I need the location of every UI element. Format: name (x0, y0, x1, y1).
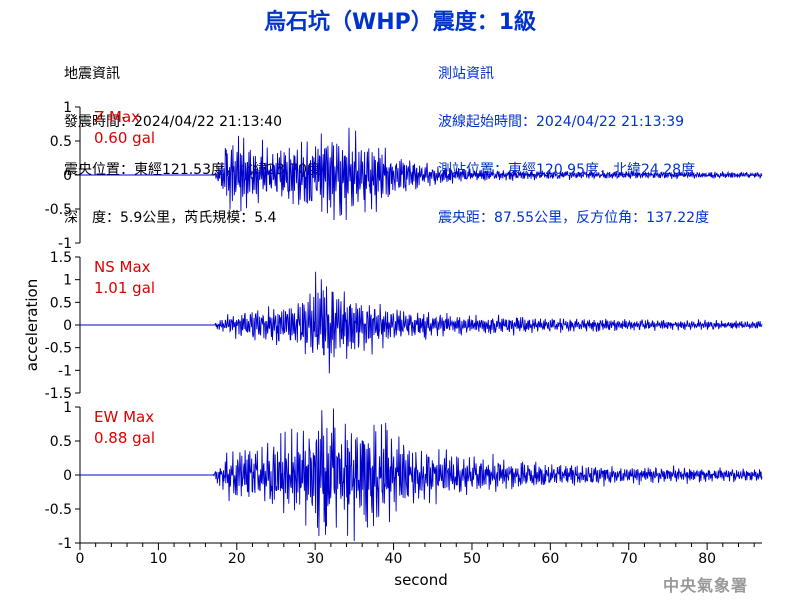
y-tick-label-Z: -0.5 (45, 202, 72, 218)
y-tick-label-EW: 0 (63, 468, 72, 484)
y-tick-label-NS: -1 (58, 363, 72, 379)
y-tick-label-EW: 0.5 (50, 434, 72, 450)
ew-max-value: 0.88 gal (94, 429, 156, 447)
y-tick-label-Z: -1 (58, 236, 72, 252)
station-info-header: 測站資訊 (438, 66, 494, 82)
wave-start-time: 波線起始時間：2024/04/22 21:13:39 (438, 114, 685, 130)
y-tick-label-EW: -0.5 (45, 502, 72, 518)
ns-max-title: NS Max (94, 258, 151, 276)
z-max-title: Z Max (94, 108, 141, 126)
z-max-label: Z Max 0.60 gal (94, 107, 155, 149)
x-tick-label: 40 (385, 551, 403, 567)
y-tick-label-EW: -1 (58, 536, 72, 552)
y-tick-label-NS: 1.5 (50, 250, 72, 266)
x-tick-label: 50 (463, 551, 481, 567)
depth-magnitude: 深 度：5.9公里，芮氏規模：5.4 (64, 210, 277, 226)
x-tick-label: 80 (698, 551, 716, 567)
trace-NS (80, 271, 763, 374)
origin-time: 發震時間：2024/04/22 21:13:40 (64, 114, 283, 130)
quake-info-header: 地震資訊 (64, 66, 120, 82)
ns-max-value: 1.01 gal (94, 279, 156, 297)
y-tick-label-Z: 1 (63, 100, 72, 116)
epicentral-distance: 震央距：87.55公里，反方位角：137.22度 (438, 210, 710, 226)
y-axis-label: acceleration (23, 278, 41, 372)
ns-max-label: NS Max 1.01 gal (94, 257, 155, 299)
x-tick-label: 70 (620, 551, 638, 567)
station-info-block: 測站資訊 波線起始時間：2024/04/22 21:13:39 測站位置：東經1… (438, 34, 709, 242)
ew-max-title: EW Max (94, 408, 155, 426)
z-max-value: 0.60 gal (94, 129, 156, 147)
x-tick-label: 60 (541, 551, 559, 567)
x-axis-label: second (394, 571, 448, 589)
agency-watermark: 中央氣象署 (662, 576, 748, 595)
ew-max-label: EW Max 0.88 gal (94, 407, 155, 449)
y-tick-label-NS: 0 (63, 318, 72, 334)
y-tick-label-NS: 0.5 (50, 295, 72, 311)
y-tick-label-NS: -1.5 (45, 386, 72, 402)
quake-info-block: 地震資訊 發震時間：2024/04/22 21:13:40 震央位置：東經121… (64, 34, 321, 242)
y-tick-label-NS: -0.5 (45, 341, 72, 357)
y-tick-label-Z: 0.5 (50, 134, 72, 150)
trace-Z (80, 127, 763, 221)
x-tick-label: 20 (228, 551, 246, 567)
y-tick-label-Z: 0 (63, 168, 72, 184)
trace-EW (80, 408, 763, 542)
chart-title: 烏石坑（WHP）震度：1級 (263, 10, 537, 35)
x-tick-label: 30 (306, 551, 324, 567)
y-tick-label-EW: 1 (63, 400, 72, 416)
y-tick-label-NS: 1 (63, 273, 72, 289)
x-tick-label: 10 (149, 551, 167, 567)
x-tick-label: 0 (76, 551, 85, 567)
